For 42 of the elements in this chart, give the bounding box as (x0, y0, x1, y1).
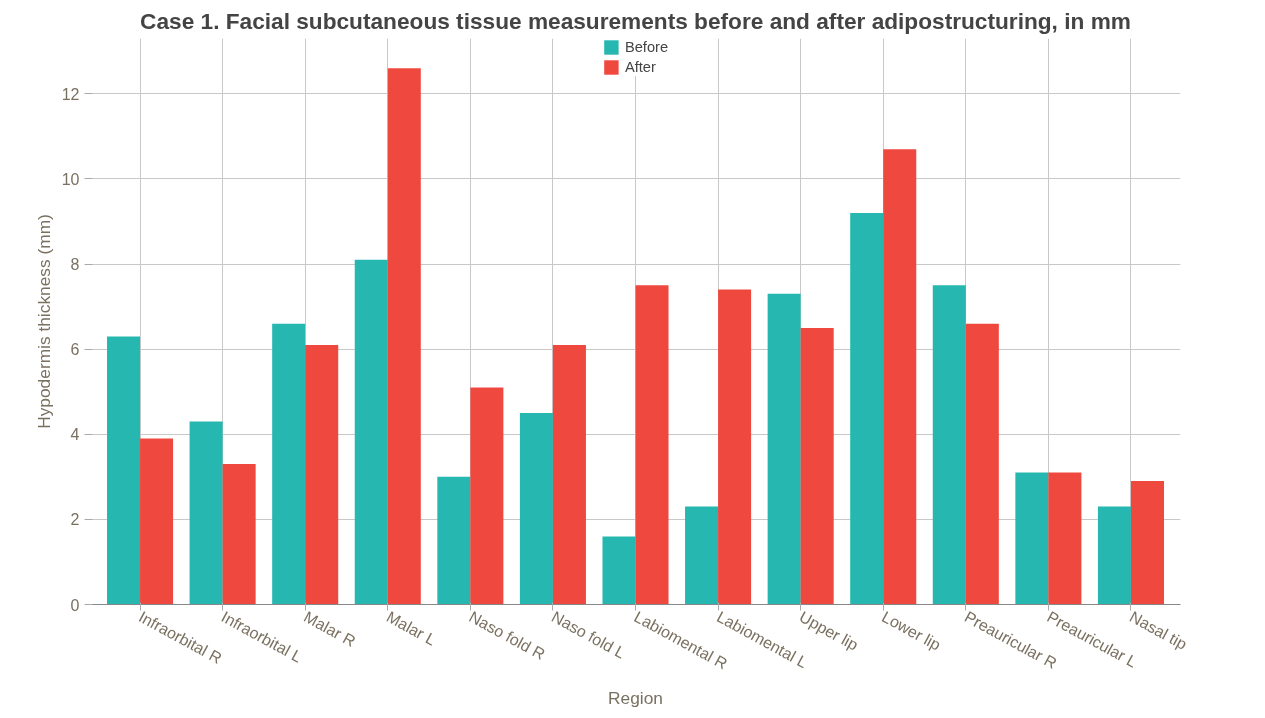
bar (965, 323, 999, 605)
y-tick-label: 0 (70, 596, 80, 614)
bar (387, 68, 421, 605)
y-tick-label: 10 (61, 170, 80, 188)
bar (107, 336, 141, 605)
y-tick-label: 2 (70, 511, 80, 529)
y-tick-label: 12 (61, 85, 80, 103)
bar (1048, 472, 1082, 605)
legend-label: Before (624, 39, 669, 55)
bar (932, 285, 966, 605)
bar (1015, 472, 1049, 605)
bar (800, 327, 834, 605)
bar (305, 344, 339, 605)
y-tick-label: 6 (70, 341, 80, 359)
bar (354, 259, 388, 605)
bar (718, 289, 752, 605)
bar (1130, 481, 1164, 605)
x-tick-label: Naso fold R (466, 608, 548, 664)
bar (1097, 506, 1131, 605)
legend-label: After (624, 59, 656, 75)
bar (189, 421, 223, 605)
bar (635, 285, 669, 605)
bar (222, 464, 256, 605)
chart-title: Case 1. Facial subcutaneous tissue measurements before and after adipostructuring, in mm (140, 7, 1131, 34)
bar (850, 212, 884, 605)
y-axis-title: Hypodermis thickness (mm) (33, 214, 54, 429)
y-tick-label: 8 (70, 256, 80, 274)
bar (272, 323, 306, 605)
bar (883, 149, 917, 605)
bar (552, 344, 586, 605)
bar (140, 438, 174, 605)
x-tick-label: Malar R (301, 608, 359, 650)
bar (519, 413, 553, 605)
bar (685, 506, 719, 605)
x-tick-label: Malar L (383, 608, 439, 649)
bar (470, 387, 504, 605)
bar (602, 536, 636, 605)
x-tick-label: Naso fold L (548, 608, 629, 662)
bar (437, 476, 471, 605)
y-tick-label: 4 (70, 426, 80, 444)
x-axis-title: Region (608, 687, 663, 708)
bar (767, 293, 801, 605)
